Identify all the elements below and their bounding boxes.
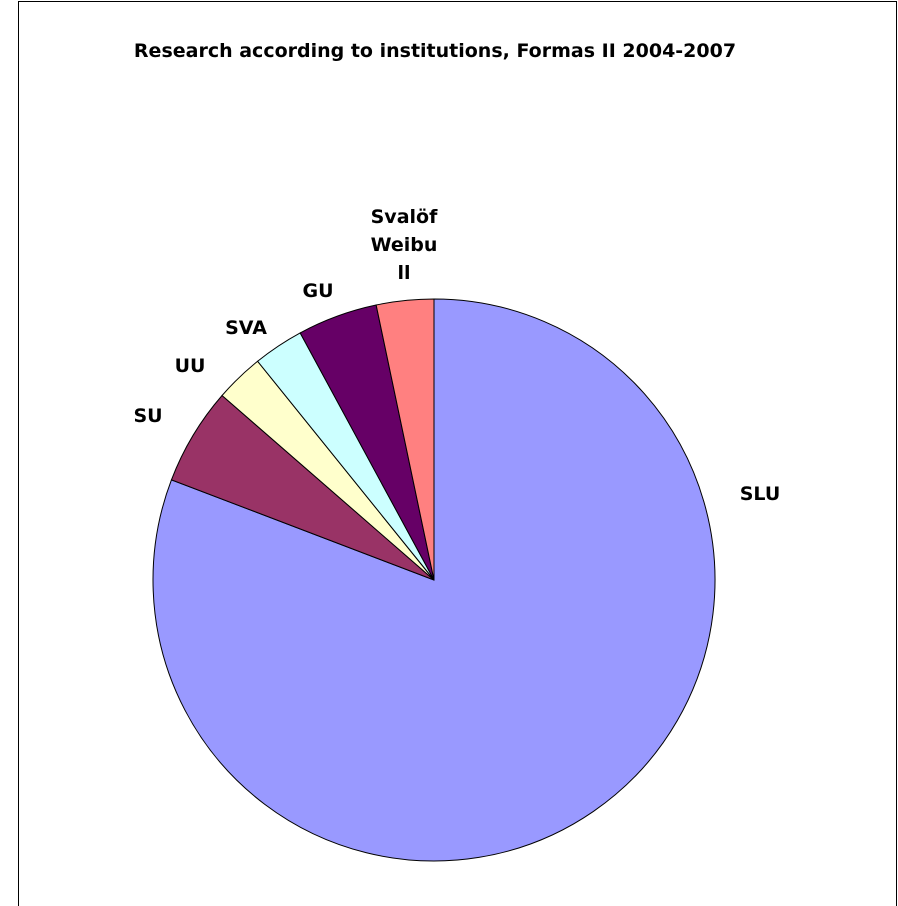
slice-label: SVA [225, 317, 267, 339]
slice-label: GU [302, 280, 334, 302]
slice-label: UU [174, 355, 206, 377]
slice-label: SU [133, 405, 163, 427]
slice-label: Svalöf Weibull [370, 206, 438, 284]
chart-frame [18, 1, 897, 906]
slice-label: SLU [739, 483, 781, 505]
pie-slice [375, 298, 435, 581]
chart-title: Research according to institutions, Form… [133, 40, 737, 62]
